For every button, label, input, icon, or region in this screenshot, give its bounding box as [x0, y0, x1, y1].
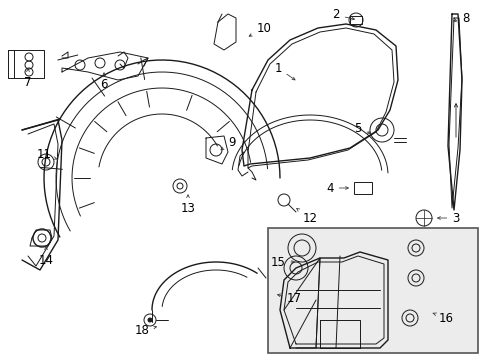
Text: 6: 6: [100, 73, 108, 90]
Bar: [354, 182, 372, 194]
Text: 2: 2: [332, 9, 354, 22]
Text: 16: 16: [433, 311, 454, 324]
Text: 4: 4: [326, 181, 348, 194]
Text: 15: 15: [270, 256, 294, 269]
Text: 3: 3: [438, 211, 460, 225]
Text: 11: 11: [36, 148, 57, 162]
Text: 7: 7: [24, 69, 32, 89]
Text: 8: 8: [454, 12, 470, 24]
Text: 10: 10: [249, 22, 271, 36]
Text: 14: 14: [39, 247, 53, 266]
Text: 17: 17: [277, 292, 301, 305]
Text: 9: 9: [221, 135, 236, 150]
Text: 5: 5: [354, 122, 370, 135]
Text: 12: 12: [296, 208, 318, 225]
Text: 1: 1: [274, 62, 295, 80]
Text: 18: 18: [135, 324, 156, 337]
Bar: [268, 228, 478, 353]
Circle shape: [148, 318, 152, 322]
Text: 13: 13: [180, 195, 196, 215]
